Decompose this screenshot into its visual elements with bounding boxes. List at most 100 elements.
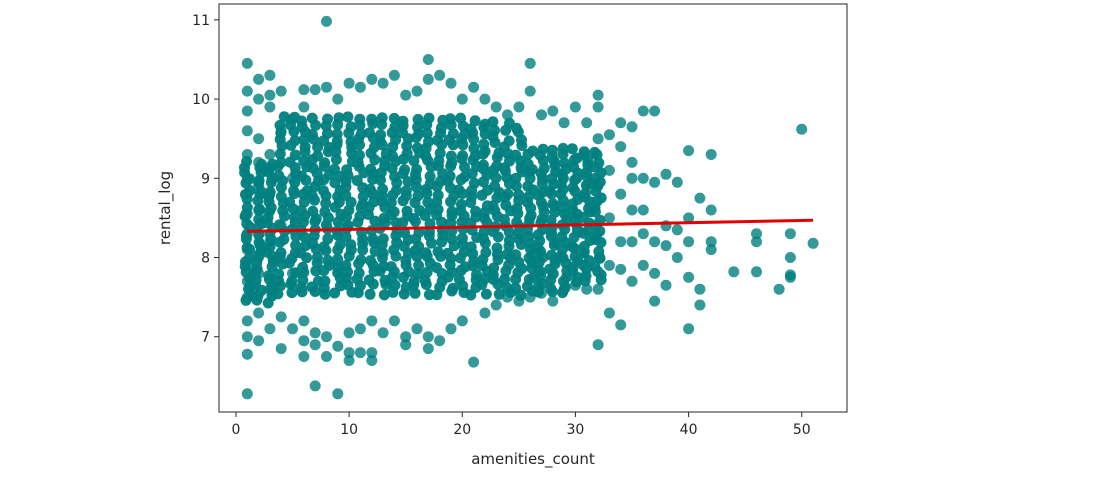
data-point — [253, 307, 265, 319]
data-point — [311, 251, 323, 263]
data-point — [671, 176, 683, 188]
y-tick-label: 8 — [201, 251, 210, 267]
data-point — [421, 127, 433, 139]
data-point — [447, 282, 459, 294]
data-point — [671, 252, 683, 263]
data-point — [397, 115, 409, 127]
data-point — [413, 260, 425, 272]
y-tick-label: 9 — [201, 171, 210, 187]
data-point — [468, 356, 480, 368]
data-point — [471, 269, 482, 281]
data-point — [705, 204, 717, 216]
data-point — [581, 117, 593, 129]
data-point — [751, 236, 762, 248]
data-point — [297, 261, 309, 273]
data-point — [241, 201, 253, 213]
data-point — [289, 149, 301, 161]
data-point — [493, 288, 505, 300]
data-point — [388, 206, 400, 218]
data-point — [784, 228, 796, 240]
data-point — [385, 261, 397, 273]
data-point — [603, 164, 615, 176]
data-point — [354, 210, 366, 222]
data-point — [340, 231, 352, 243]
data-point — [241, 85, 253, 97]
data-point — [445, 323, 457, 335]
data-point — [306, 190, 318, 202]
data-point — [284, 196, 296, 208]
data-point — [511, 122, 522, 134]
data-point — [241, 315, 253, 327]
data-point — [513, 101, 525, 113]
data-point — [660, 168, 672, 180]
data-point — [784, 269, 796, 281]
data-point — [412, 113, 424, 125]
data-point — [376, 112, 388, 124]
data-point — [297, 274, 309, 286]
data-point — [444, 170, 456, 182]
data-point — [489, 124, 500, 136]
y-tick-label: 10 — [192, 92, 210, 108]
data-point — [295, 204, 307, 216]
data-point — [615, 141, 627, 153]
data-point — [459, 161, 470, 173]
data-point — [351, 175, 363, 186]
data-point — [241, 57, 253, 69]
data-point — [569, 251, 581, 262]
data-point — [354, 347, 366, 359]
data-point — [683, 236, 695, 248]
x-axis-label: amenities_count — [471, 450, 595, 469]
data-point — [333, 112, 345, 124]
data-point — [321, 331, 332, 343]
data-point — [364, 127, 375, 139]
data-point — [402, 176, 414, 188]
data-point — [399, 227, 410, 239]
data-point — [367, 233, 379, 245]
data-point — [637, 105, 649, 117]
data-point — [603, 129, 615, 141]
data-point — [388, 315, 400, 327]
data-point — [389, 171, 401, 182]
data-point — [322, 113, 333, 125]
y-axis-label: rental_log — [156, 171, 175, 245]
data-point — [343, 327, 355, 339]
data-point — [626, 156, 638, 168]
data-point — [408, 155, 420, 167]
data-point — [274, 219, 285, 231]
y-tick-label: 11 — [192, 13, 210, 29]
data-point — [660, 240, 672, 252]
data-point — [400, 185, 412, 197]
data-point — [263, 270, 275, 282]
data-point — [581, 283, 593, 295]
data-point — [480, 288, 492, 300]
data-point — [401, 205, 413, 217]
data-point — [510, 149, 522, 161]
data-point — [343, 347, 355, 359]
data-point — [366, 73, 378, 85]
data-point — [480, 246, 492, 258]
data-point — [626, 204, 638, 216]
data-point — [275, 191, 287, 203]
data-point — [343, 77, 355, 89]
data-point — [423, 136, 434, 148]
data-point — [375, 129, 387, 141]
data-point — [353, 267, 365, 279]
data-point — [522, 158, 534, 170]
data-point — [306, 112, 318, 124]
data-point — [490, 299, 502, 311]
regression-line — [247, 218, 814, 233]
data-point — [241, 242, 253, 253]
data-point — [253, 93, 265, 105]
data-point — [524, 85, 536, 97]
data-point — [478, 226, 490, 238]
data-point — [446, 206, 458, 218]
data-point — [353, 149, 365, 161]
data-point — [499, 273, 511, 285]
data-point — [456, 232, 468, 244]
data-point — [309, 380, 321, 392]
data-point — [784, 252, 796, 263]
data-point — [422, 343, 434, 355]
data-point — [545, 249, 557, 261]
data-point — [592, 101, 604, 113]
